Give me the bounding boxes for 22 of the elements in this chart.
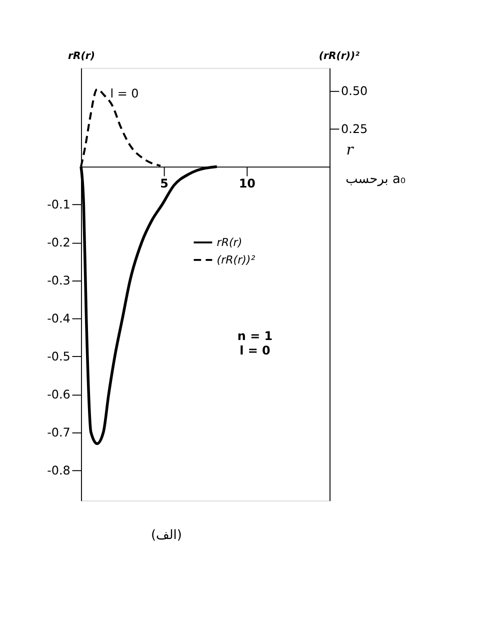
y-tick-label: -0.1 bbox=[47, 198, 70, 212]
x-tick-label: 10 bbox=[238, 176, 256, 190]
text: برحسب a₀ bbox=[346, 172, 406, 188]
x-tick-label: 5 bbox=[160, 176, 168, 190]
y2-axis-title: (rR(r))² bbox=[318, 51, 360, 62]
y-tick-label: -0.7 bbox=[47, 425, 70, 440]
x-axis-title: r bbox=[346, 142, 354, 159]
legend-label: rR(r) bbox=[216, 236, 242, 250]
legend-label: (rR(r))² bbox=[216, 254, 256, 267]
y-tick-label: -0.3 bbox=[47, 274, 70, 288]
y-tick-label: -0.6 bbox=[47, 387, 70, 402]
y-tick-label: -0.8 bbox=[47, 463, 70, 478]
y-tick-label: -0.5 bbox=[47, 349, 70, 364]
y-tick-label: -0.2 bbox=[47, 236, 70, 250]
y-tick-label: -0.4 bbox=[47, 312, 70, 326]
text: (الف) bbox=[150, 528, 182, 544]
annotation: n = 1 bbox=[237, 328, 273, 343]
annotation: l = 0 bbox=[240, 344, 270, 358]
annotation: l = 0 bbox=[110, 86, 139, 100]
y2-tick-label: 0.25 bbox=[341, 122, 368, 136]
y-axis-title: rR(r) bbox=[68, 51, 95, 62]
y2-tick-label: 0.50 bbox=[341, 84, 368, 98]
